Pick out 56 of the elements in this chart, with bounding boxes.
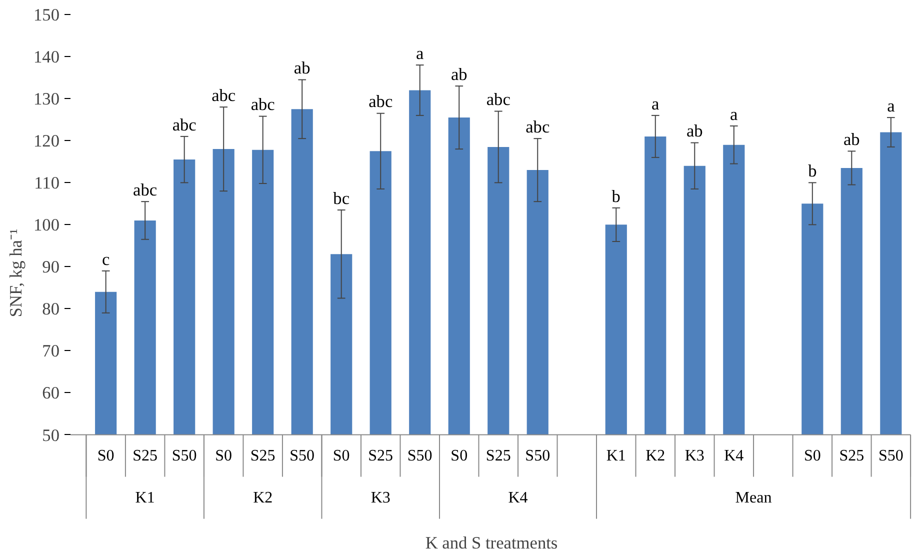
x-tick-label: S0 [97,447,114,464]
y-tick-label: 120 [34,132,60,151]
text: K3 [370,489,390,506]
y-tick-label: 150 [34,6,60,25]
text: K1 [135,489,155,506]
y-tick-label: 60 [42,384,60,403]
y-tick-label: 80 [42,300,60,319]
x-tick-label: K3 [684,447,704,464]
y-tick-label: 110 [34,174,60,193]
x-tick-label: S50 [407,447,432,464]
x-tick-label: K4 [724,447,744,464]
x-tick-label: S50 [878,447,904,464]
x-tick-label: S25 [250,447,276,464]
x-tick-label: S0 [450,447,468,464]
x-tick-label: S25 [132,447,158,464]
text: K4 [508,489,528,506]
text: Mean [735,489,772,506]
data-label: c [102,250,110,269]
y-tick-label: 140 [34,48,60,67]
data-label: a [730,104,738,124]
data-label: abc [172,115,197,134]
data-label: b [612,186,620,206]
y-tick-label: 100 [34,216,60,235]
data-label: ab [686,122,703,141]
data-label: ab [843,130,860,150]
y-axis-title: SNF, kg ha⁻¹ [6,228,26,318]
data-label: abc [486,90,511,110]
data-label: a [887,96,896,116]
data-label: b [808,162,817,181]
data-label: ab [450,64,468,84]
x-tick-label: S0 [804,447,821,464]
x-axis-title: K and S treatments [425,534,558,552]
data-label: a [416,44,424,63]
y-tick-label: 70 [42,342,60,361]
x-tick-label: K2 [646,447,666,464]
data-label: abc [250,95,276,114]
x-tick-label: S0 [215,447,232,464]
y-tick-label: 50 [42,426,60,445]
x-tick-label: S50 [525,447,550,464]
data-label: abc [526,117,550,136]
data-label: ab [294,58,310,78]
x-tick-label: S50 [290,447,315,464]
data-label: abc [133,180,158,200]
x-tick-label: S25 [486,447,511,464]
data-label: bc [333,188,350,208]
data-label: abc [368,92,393,112]
x-tick-label: S25 [839,447,864,464]
x-tick-label: S50 [172,447,197,464]
text: K2 [253,489,273,506]
y-tick-label: 130 [34,90,60,109]
x-tick-label: S0 [332,447,350,464]
data-label: a [652,94,660,114]
data-label: abc [212,86,236,105]
x-tick-label: S25 [368,447,394,464]
x-tick-label: K1 [606,447,626,464]
y-tick-label: 90 [42,258,60,277]
